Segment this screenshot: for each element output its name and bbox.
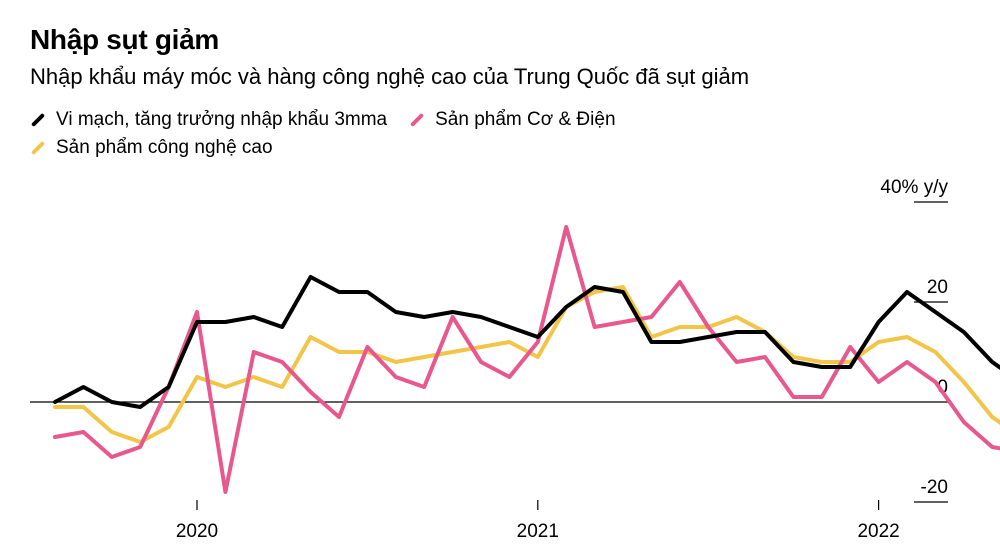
legend-label-high-tech: Sản phẩm công nghệ cao <box>56 137 273 158</box>
legend-row: Sản phẩm công nghệ cao <box>30 134 750 162</box>
series-line-high-tech <box>53 285 1000 444</box>
legend-item-mech-elec: Sản phẩm Cơ & Điện <box>409 109 616 131</box>
chart-subtitle: Nhập khẩu máy móc và hàng công nghệ cao … <box>30 64 750 89</box>
legend-label-chips: Vi mạch, tăng trưởng nhập khẩu 3mma <box>56 109 388 130</box>
y-tick-label: 0 <box>937 377 948 398</box>
x-tick-label: 2021 <box>517 521 559 542</box>
chart-title: Nhập sụt giảm <box>30 24 220 55</box>
legend-row: Vi mạch, tăng trưởng nhập khẩu 3mma Sản … <box>30 106 750 134</box>
series-line-chips <box>53 275 1000 409</box>
x-tick-label: 2022 <box>857 521 899 542</box>
legend-label-mech-elec: Sản phẩm Cơ & Điện <box>435 109 616 130</box>
chart-legend: Vi mạch, tăng trưởng nhập khẩu 3mma Sản … <box>30 106 750 162</box>
y-tick-label: -20 <box>921 477 948 498</box>
legend-item-chips: Vi mạch, tăng trưởng nhập khẩu 3mma <box>30 109 387 131</box>
y-tick-label: 40% y/y <box>880 177 948 198</box>
series-line-mech-elec <box>53 225 1000 494</box>
y-tick-label: 20 <box>927 277 948 298</box>
x-tick-label: 2020 <box>176 521 218 542</box>
legend-item-high-tech: Sản phẩm công nghệ cao <box>30 137 273 159</box>
